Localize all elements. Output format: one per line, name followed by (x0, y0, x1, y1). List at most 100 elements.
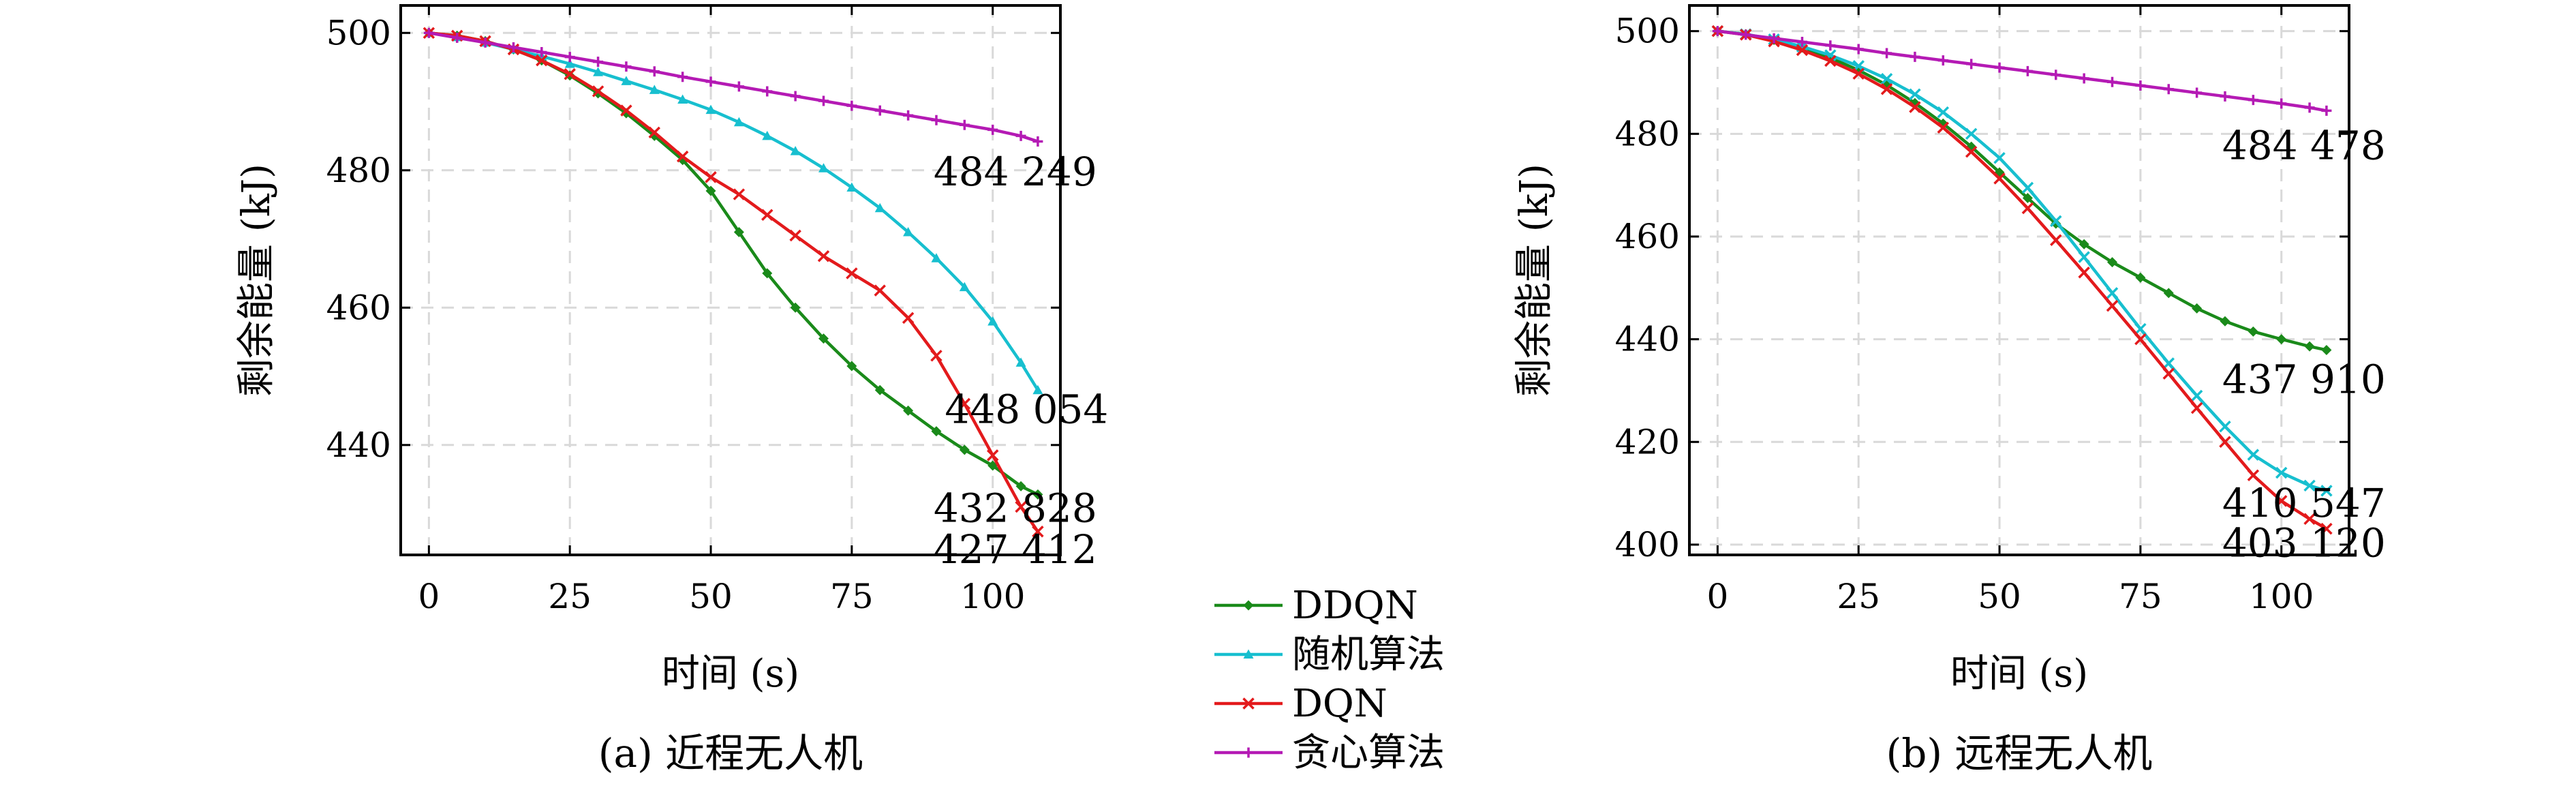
data-point (2163, 84, 2174, 95)
data-point (931, 115, 942, 125)
data-point (1824, 55, 1837, 67)
data-point (1825, 40, 1836, 51)
data-point (986, 449, 999, 462)
y-tick-label: 460 (1615, 217, 1680, 256)
data-point (817, 250, 830, 262)
y-tick-label: 460 (326, 288, 391, 327)
data-point (2220, 91, 2230, 102)
data-point (1909, 101, 1921, 113)
data-point (846, 100, 857, 111)
series-line (429, 31, 1039, 533)
data-point (762, 268, 773, 279)
data-point (705, 185, 716, 196)
data-point (2135, 272, 2146, 283)
x-tick-label: 25 (1837, 577, 1880, 616)
data-point (2219, 436, 2231, 449)
caption-b: (b) 远程无人机 (1886, 730, 2153, 776)
data-point (2050, 234, 2062, 246)
data-point (2247, 469, 2260, 481)
legend-marker (1242, 697, 1255, 710)
data-point (818, 333, 829, 344)
value-annotation: 410 547 (2222, 480, 2386, 526)
plot-frame-b (1688, 4, 2350, 556)
data-point (2275, 495, 2288, 507)
data-point (733, 226, 744, 237)
data-point (452, 32, 463, 43)
data-point (1880, 72, 1893, 85)
x-tick-label: 75 (2119, 577, 2162, 616)
legend-label: 贪心算法 (1292, 731, 1445, 775)
series-DQN-a (423, 27, 1044, 538)
data-point (2079, 73, 2089, 84)
data-point (705, 171, 717, 183)
data-point (733, 117, 744, 127)
value-annotation: 448 054 (945, 386, 1108, 432)
data-point (1796, 44, 1809, 57)
legend-marker (1243, 600, 1254, 611)
y-tick-label: 440 (326, 425, 391, 465)
chart-panel-b: 0 25 50 75 100 400 420 440 460 480 500 484 478 437 … (1512, 4, 2386, 776)
x-tick-label: 25 (548, 577, 592, 616)
data-point (2276, 334, 2287, 345)
data-point (2304, 102, 2315, 113)
series-line (1717, 29, 2328, 530)
data-point (818, 163, 829, 172)
y-tick-label: 500 (1615, 12, 1680, 51)
x-tick-label: 100 (960, 577, 1025, 616)
data-point (2106, 287, 2119, 299)
data-point (2219, 420, 2231, 433)
value-annotation: 432 828 (934, 485, 1097, 531)
data-point (1712, 26, 1723, 37)
x-axis-label-b: 时间 (s) (1950, 652, 2088, 696)
data-point (2162, 367, 2175, 380)
data-point (1032, 489, 1043, 500)
y-tick-label: 500 (326, 13, 391, 52)
data-point (903, 110, 914, 121)
x-tick-label: 75 (830, 577, 874, 616)
data-point (733, 188, 746, 200)
data-point (536, 47, 547, 58)
data-point (1015, 481, 1026, 492)
x-tick-label: 50 (1978, 577, 2021, 616)
value-annotation: 437 910 (2222, 356, 2386, 402)
data-point (1994, 62, 2005, 73)
data-point (846, 267, 858, 279)
data-point (762, 86, 773, 97)
data-point (593, 67, 604, 76)
data-point (959, 282, 970, 292)
series-line (1717, 29, 2327, 492)
x-tick-label: 100 (2249, 577, 2314, 616)
data-point (2320, 485, 2333, 497)
y-axis-label-a: 剩余能量 (kJ) (234, 164, 279, 397)
data-point (874, 384, 885, 395)
data-point (536, 54, 548, 67)
data-point (2190, 402, 2203, 414)
data-point (2134, 333, 2147, 346)
x-axis-label-a: 时间 (s) (662, 652, 799, 696)
data-point (2021, 181, 2034, 194)
data-point (790, 91, 801, 102)
data-point (987, 124, 998, 135)
data-point (931, 426, 942, 437)
data-point (1882, 48, 1892, 59)
data-point (649, 66, 660, 77)
value-annotation: 427 412 (934, 526, 1097, 573)
series-line (1717, 29, 2327, 112)
data-point (2248, 326, 2258, 337)
data-point (2192, 87, 2203, 98)
data-point (2050, 215, 2062, 228)
value-annotation: 484 249 (934, 149, 1097, 195)
data-point (2051, 70, 2061, 80)
data-point (987, 316, 998, 326)
ticks-b: 0 25 50 75 100 400 420 440 460 480 500 (1615, 5, 2349, 616)
data-point (564, 59, 575, 68)
data-point (1993, 151, 2006, 164)
data-point (2248, 95, 2258, 106)
data-point (931, 253, 942, 262)
data-point (621, 61, 632, 72)
data-point (2107, 257, 2118, 268)
data-point (1853, 44, 1864, 55)
data-point (677, 72, 688, 82)
x-tick-label: 0 (418, 577, 440, 616)
